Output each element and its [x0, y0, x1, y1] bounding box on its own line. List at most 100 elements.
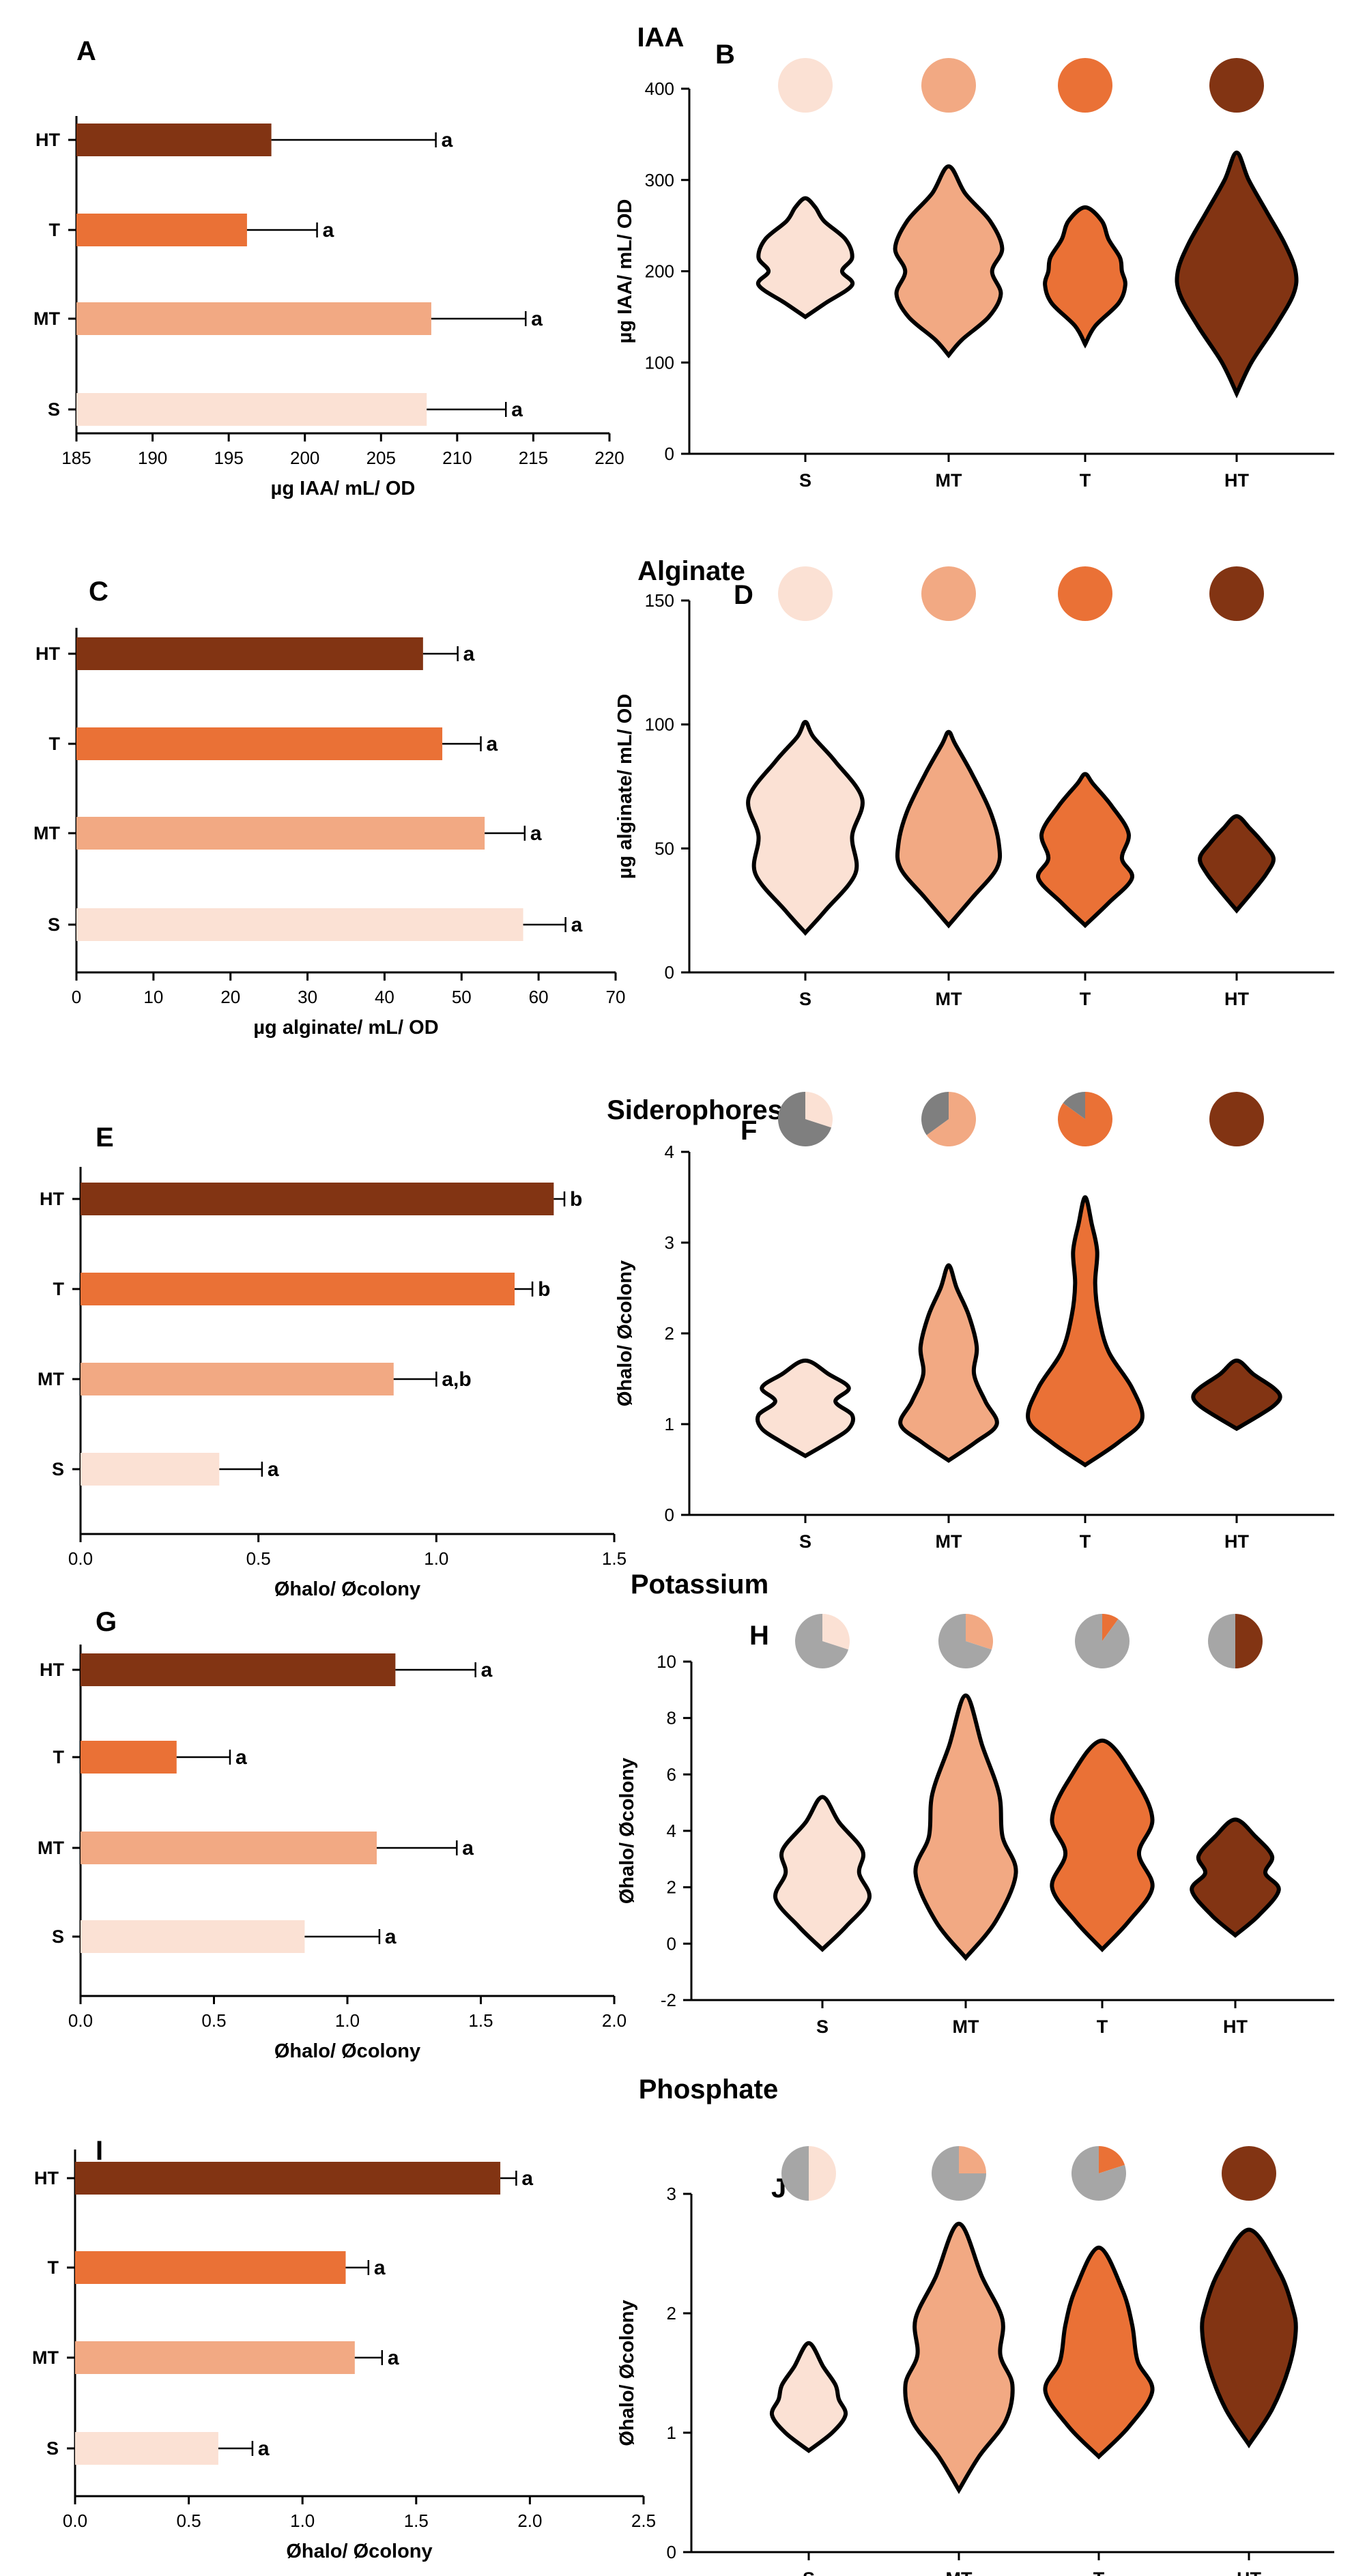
pie-slice-2: [1058, 58, 1112, 113]
violin-S: [746, 720, 865, 936]
pie-slice-0: [778, 58, 833, 113]
y-tick-label: 100: [645, 352, 674, 373]
violin-chart-F: F 0 1 2 3 4 Øhalo/ Øcolony S MT T HT: [614, 1092, 1334, 1552]
x-tick-label: 220: [594, 448, 624, 468]
violin-MT: [903, 2221, 1015, 2494]
x-category-label: MT: [936, 1531, 962, 1552]
violin-S: [756, 196, 855, 320]
y-category-label: MT: [33, 308, 60, 329]
bar-S: [81, 1920, 305, 1953]
pie-HT: [1222, 2146, 1276, 2201]
pie-slice-0-0: [809, 2146, 836, 2201]
x-tick-label: 0.0: [68, 2010, 93, 2031]
section-title: Alginate: [637, 556, 745, 586]
pie-MT: [932, 2146, 986, 2201]
pie-MT: [938, 1614, 993, 1668]
significance-label: a: [462, 1837, 474, 1859]
violin-T: [1043, 205, 1127, 349]
pie-S: [778, 566, 833, 621]
significance-label: a,b: [442, 1368, 471, 1391]
pie-slice-1: [921, 566, 976, 621]
panel-letter: D: [734, 580, 753, 610]
bar-S: [81, 1453, 220, 1486]
pie-slice-2-1: [1071, 2145, 1126, 2201]
y-category-label: MT: [38, 1838, 64, 1858]
violin-MT: [913, 1693, 1018, 1961]
y-tick-label: 1: [665, 1414, 674, 1434]
pie-HT: [1209, 1092, 1264, 1146]
significance-label: a: [388, 2347, 399, 2369]
y-tick-label: 0: [665, 1505, 674, 1525]
y-tick-label: 150: [645, 590, 674, 611]
bar-HT: [81, 1653, 396, 1686]
panel-letter: F: [740, 1116, 757, 1146]
y-tick-label: 2: [667, 2303, 676, 2324]
section-alginate: Alginate C 0 10 20 30 40 50 60 70 HT a T a MT a S a µg alg…: [33, 556, 1334, 1039]
pie-MT: [921, 1092, 977, 1146]
x-tick-label: 1.5: [468, 2010, 493, 2031]
x-tick-label: 0.5: [246, 1548, 271, 1569]
section-phosphate: Phosphate I 0.0 0.5 1.0 1.5 2.0 2.5 HT a T a MT a S a Øh…: [32, 2074, 1334, 2576]
significance-label: a: [323, 219, 334, 242]
x-tick-label: 70: [606, 987, 626, 1007]
x-tick-label: 2.0: [602, 2010, 627, 2031]
y-tick-label: 6: [667, 1764, 676, 1784]
x-tick-label: 0.5: [201, 2010, 226, 2031]
section-title: Phosphate: [639, 2074, 778, 2104]
pie-slice-3: [1209, 566, 1264, 621]
significance-label: a: [571, 914, 583, 936]
violin-MT: [893, 164, 1005, 359]
significance-label: a: [235, 1746, 247, 1769]
x-tick-label: 205: [366, 448, 396, 468]
pie-S: [778, 58, 833, 113]
violin-T: [1036, 772, 1134, 929]
x-category-label: MT: [946, 2568, 973, 2576]
y-tick-label: 0: [667, 2542, 676, 2562]
x-tick-label: 1.0: [424, 1548, 448, 1569]
pie-slice-3: [1209, 58, 1264, 113]
x-axis-title: Øhalo/ Øcolony: [274, 2040, 420, 2062]
x-tick-label: 1.0: [335, 2010, 360, 2031]
pie-HT: [1208, 1614, 1263, 1668]
bar-T: [81, 1273, 515, 1305]
bar-T: [76, 727, 443, 760]
violin-S: [755, 1358, 856, 1459]
pie-slice-2: [1058, 566, 1112, 621]
y-category-label: S: [48, 914, 60, 935]
significance-label: a: [374, 2257, 386, 2279]
y-category-label: HT: [40, 1189, 64, 1209]
x-category-label: HT: [1223, 2016, 1248, 2037]
x-axis-title: µg alginate/ mL/ OD: [253, 1017, 438, 1039]
x-tick-label: 30: [298, 987, 317, 1007]
pie-S: [781, 2146, 836, 2201]
x-category-label: HT: [1224, 470, 1249, 491]
pie-slice-2-1: [1063, 1092, 1085, 1119]
bar-S: [76, 908, 523, 941]
x-tick-label: 2.0: [517, 2510, 542, 2531]
pie-S: [777, 1092, 833, 1146]
y-tick-label: 2: [667, 1877, 676, 1898]
pie-slice-1: [921, 58, 976, 113]
x-tick-label: 60: [529, 987, 549, 1007]
panel-letter: E: [96, 1123, 114, 1153]
y-tick-label: 2: [665, 1323, 674, 1344]
x-tick-label: 2.5: [631, 2510, 656, 2531]
x-category-label: MT: [936, 989, 962, 1009]
x-category-label: T: [1093, 2568, 1105, 2576]
x-category-label: T: [1097, 2016, 1108, 2037]
x-category-label: S: [799, 1531, 811, 1552]
panel-letter: A: [76, 36, 96, 66]
violin-chart-H: H -2 0 2 4 6 8 10 Øhalo/ Øcolony S MT T HT: [616, 1614, 1334, 2037]
pie-HT: [1209, 566, 1264, 621]
significance-label: a: [521, 2167, 533, 2190]
panel-letter: G: [96, 1607, 117, 1637]
pie-slice-2-0: [1102, 1614, 1119, 1641]
y-tick-label: 0: [665, 962, 674, 983]
y-tick-label: 3: [667, 2184, 676, 2204]
section-title: Siderophores: [607, 1095, 783, 1125]
bar-chart-A: A 185 190 195 200 205 210 215 220 HT a T a MT a S a µg IA…: [33, 36, 624, 500]
panel-letter: C: [89, 577, 109, 607]
y-category-label: MT: [32, 2347, 59, 2368]
x-category-label: HT: [1237, 2568, 1261, 2576]
